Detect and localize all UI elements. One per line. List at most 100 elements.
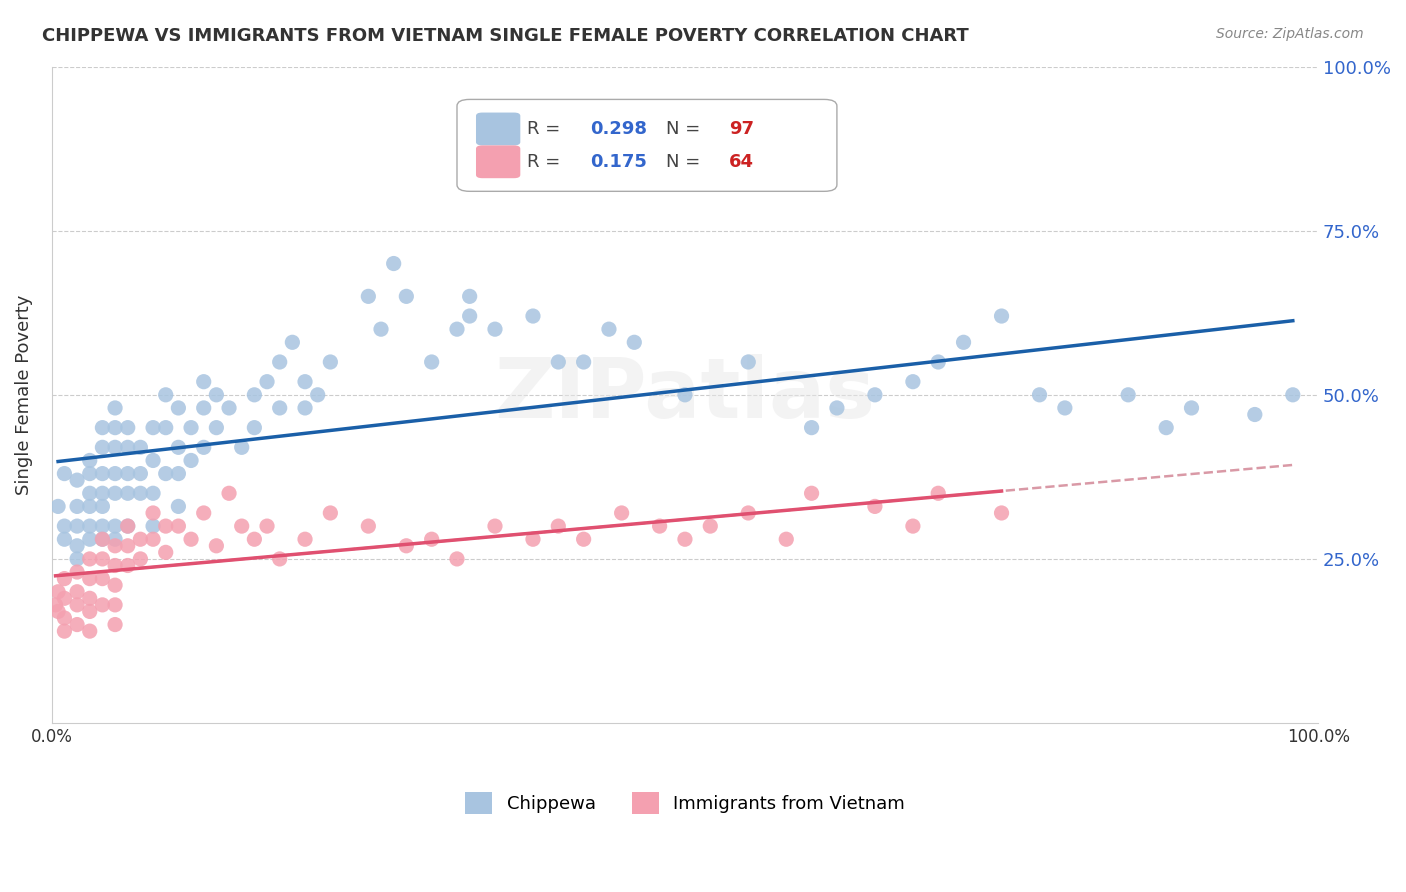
Point	[79, 604, 101, 618]
Point	[155, 388, 177, 402]
Point	[446, 322, 468, 336]
Point	[231, 519, 253, 533]
Point	[927, 486, 949, 500]
Point	[91, 533, 114, 547]
Text: 97: 97	[730, 120, 754, 138]
Point	[458, 309, 481, 323]
Point	[420, 533, 443, 547]
Point	[167, 519, 190, 533]
Point	[104, 519, 127, 533]
Point	[91, 420, 114, 434]
Text: 64: 64	[730, 153, 754, 170]
Point	[420, 355, 443, 369]
Point	[66, 598, 89, 612]
Point	[357, 519, 380, 533]
Point	[104, 420, 127, 434]
Point	[91, 552, 114, 566]
Point	[737, 506, 759, 520]
Point	[79, 486, 101, 500]
Point	[167, 467, 190, 481]
Point	[167, 440, 190, 454]
Point	[193, 506, 215, 520]
Point	[1180, 401, 1202, 415]
Point	[243, 533, 266, 547]
Point	[53, 611, 76, 625]
Point	[446, 552, 468, 566]
Point	[1028, 388, 1050, 402]
Text: R =: R =	[527, 153, 565, 170]
Point	[117, 558, 139, 573]
Point	[319, 355, 342, 369]
Point	[79, 552, 101, 566]
Point	[53, 533, 76, 547]
Point	[673, 533, 696, 547]
Point	[104, 617, 127, 632]
Point	[319, 506, 342, 520]
Point	[382, 256, 405, 270]
Text: ZIPatlas: ZIPatlas	[495, 354, 876, 435]
Point	[990, 506, 1012, 520]
Point	[142, 533, 165, 547]
Point	[155, 467, 177, 481]
Point	[45, 598, 67, 612]
Point	[91, 467, 114, 481]
Point	[129, 552, 152, 566]
Point	[129, 440, 152, 454]
Point	[737, 355, 759, 369]
Point	[193, 401, 215, 415]
Point	[294, 533, 316, 547]
FancyBboxPatch shape	[477, 145, 520, 178]
Point	[53, 519, 76, 533]
Point	[104, 467, 127, 481]
Point	[46, 584, 69, 599]
Point	[205, 388, 228, 402]
Point	[66, 539, 89, 553]
Text: N =: N =	[666, 120, 706, 138]
Point	[91, 440, 114, 454]
Point	[79, 533, 101, 547]
Text: R =: R =	[527, 120, 565, 138]
Point	[484, 519, 506, 533]
Point	[142, 453, 165, 467]
Point	[699, 519, 721, 533]
Point	[572, 355, 595, 369]
Point	[193, 440, 215, 454]
Point	[294, 375, 316, 389]
FancyBboxPatch shape	[477, 112, 520, 145]
Point	[800, 486, 823, 500]
Point	[623, 335, 645, 350]
Point	[243, 420, 266, 434]
Point	[46, 500, 69, 514]
Point	[547, 519, 569, 533]
Point	[79, 500, 101, 514]
Point	[104, 598, 127, 612]
Point	[91, 500, 114, 514]
Point	[117, 519, 139, 533]
Point	[104, 401, 127, 415]
Text: CHIPPEWA VS IMMIGRANTS FROM VIETNAM SINGLE FEMALE POVERTY CORRELATION CHART: CHIPPEWA VS IMMIGRANTS FROM VIETNAM SING…	[42, 27, 969, 45]
Point	[66, 500, 89, 514]
Point	[610, 506, 633, 520]
Point	[104, 558, 127, 573]
Point	[46, 604, 69, 618]
Point	[1281, 388, 1303, 402]
Point	[673, 388, 696, 402]
Point	[117, 486, 139, 500]
Point	[901, 375, 924, 389]
Point	[117, 420, 139, 434]
Point	[66, 473, 89, 487]
Point	[167, 401, 190, 415]
Point	[104, 440, 127, 454]
Point	[572, 533, 595, 547]
Point	[79, 467, 101, 481]
Text: 0.298: 0.298	[591, 120, 647, 138]
Point	[104, 539, 127, 553]
Point	[218, 486, 240, 500]
Point	[142, 486, 165, 500]
Point	[129, 486, 152, 500]
Point	[142, 519, 165, 533]
Point	[357, 289, 380, 303]
Point	[117, 539, 139, 553]
Point	[522, 309, 544, 323]
Point	[484, 322, 506, 336]
